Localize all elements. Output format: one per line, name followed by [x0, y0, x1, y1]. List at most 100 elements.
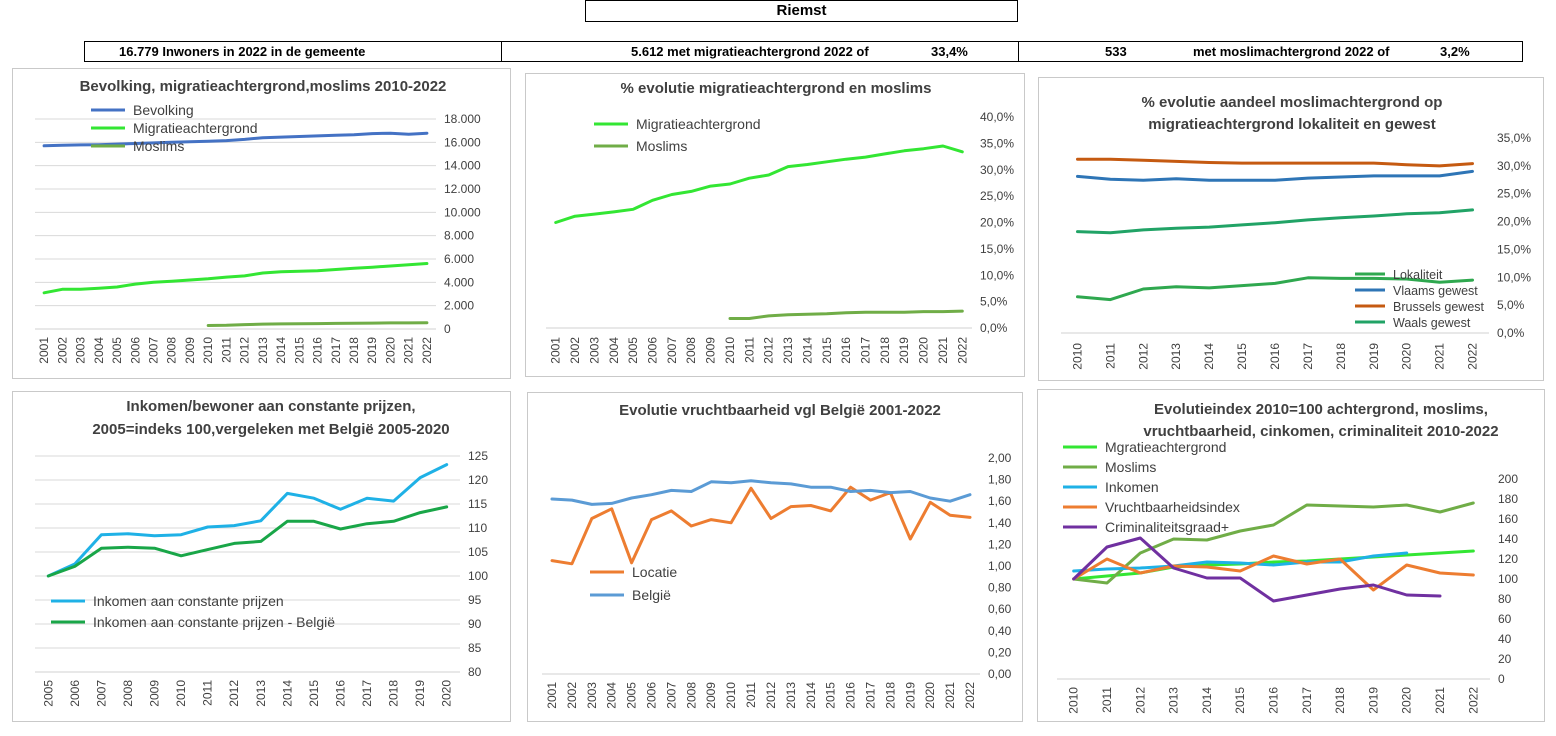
x-tick-label: 2018	[347, 337, 361, 364]
y-tick-label: 0,40	[988, 624, 1012, 638]
y-tick-label: 200	[1498, 472, 1518, 486]
y-tick-label: 60	[1498, 612, 1512, 626]
x-tick-label: 2017	[864, 682, 878, 709]
x-tick-label: 2013	[1169, 343, 1183, 370]
y-tick-label: 5,0%	[1497, 298, 1525, 312]
chart-title: % evolutie migratieachtergrond en moslim…	[621, 80, 932, 97]
y-tick-label: 25,0%	[980, 189, 1014, 203]
series-line-1	[550, 479, 972, 506]
x-tick-label: 2004	[605, 682, 619, 709]
x-tick-label: 2010	[724, 682, 738, 709]
y-tick-label: 30,0%	[980, 163, 1014, 177]
y-tick-label: 40,0%	[980, 110, 1014, 124]
x-tick-label: 2005	[625, 682, 639, 709]
x-tick-label: 2020	[917, 337, 931, 364]
x-tick-label: 2003	[587, 337, 601, 364]
chart-title: Evolutieindex 2010=100 achtergrond, mosl…	[1154, 401, 1488, 418]
y-tick-label: 0,20	[988, 645, 1012, 659]
x-tick-label: 2018	[1334, 343, 1348, 370]
x-tick-label: 2010	[723, 337, 737, 364]
y-tick-label: 160	[1498, 512, 1518, 526]
chart-svg-c2: % evolutie migratieachtergrond en moslim…	[546, 80, 1014, 364]
x-tick-label: 2020	[1400, 687, 1414, 714]
series-line-2	[1072, 551, 1409, 573]
x-tick-label: 2017	[1300, 687, 1314, 714]
x-tick-label: 2012	[1133, 687, 1147, 714]
legend-label: Brussels gewest	[1393, 300, 1485, 314]
x-tick-label: 2005	[110, 337, 124, 364]
x-tick-label: 2006	[646, 337, 660, 364]
y-tick-label: 2,00	[988, 451, 1012, 465]
x-tick-label: 2008	[684, 337, 698, 364]
stat-muslim-label: met moslimachtergrond 2022 of	[1193, 44, 1390, 59]
y-tick-label: 20,0%	[980, 216, 1014, 230]
x-tick-label: 2009	[148, 680, 162, 707]
y-tick-label: 4.000	[444, 275, 474, 289]
x-tick-label: 2021	[402, 337, 416, 364]
y-tick-label: 90	[468, 617, 482, 631]
legend-label: Inkomen aan constante prijzen	[93, 593, 284, 609]
x-tick-label: 2003	[74, 337, 88, 364]
legend-label: Inkomen aan constante prijzen - België	[93, 614, 335, 630]
x-tick-label: 2012	[762, 337, 776, 364]
y-tick-label: 105	[468, 545, 488, 559]
x-tick-label: 2019	[413, 680, 427, 707]
x-tick-label: 2022	[420, 337, 434, 364]
x-tick-label: 2011	[744, 682, 758, 708]
x-tick-label: 2011	[1103, 343, 1117, 369]
x-tick-label: 2016	[333, 680, 347, 707]
y-tick-label: 10,0%	[980, 268, 1014, 282]
x-tick-label: 2014	[1200, 687, 1214, 714]
x-tick-label: 2009	[704, 337, 718, 364]
stat-separator	[501, 42, 502, 61]
x-tick-label: 2014	[1202, 343, 1216, 370]
chart-svg-c4: Inkomen/bewoner aan constante prijzen, 20…	[35, 398, 488, 707]
y-tick-label: 80	[1498, 592, 1512, 606]
y-tick-label: 0,0%	[1497, 326, 1525, 340]
x-tick-label: 2008	[121, 680, 135, 707]
x-tick-label: 2004	[92, 337, 106, 364]
series-line-4	[1072, 536, 1442, 603]
y-tick-label: 85	[468, 641, 482, 655]
y-tick-label: 110	[468, 521, 487, 535]
chart-panel-migration-percent: % evolutie migratieachtergrond en moslim…	[525, 73, 1025, 377]
x-tick-label: 2001	[549, 337, 563, 364]
legend-label: Criminaliteitsgraad+	[1105, 519, 1229, 535]
x-tick-label: 2012	[238, 337, 252, 364]
y-tick-label: 18.000	[444, 112, 481, 126]
x-tick-label: 2020	[1400, 343, 1414, 370]
y-tick-label: 0,80	[988, 581, 1012, 595]
x-tick-label: 2016	[839, 337, 853, 364]
legend-label: Moslims	[636, 138, 687, 154]
x-tick-label: 2016	[311, 337, 325, 364]
x-tick-label: 2012	[227, 680, 241, 707]
chart-title: 2005=indeks 100,vergeleken met België 20…	[92, 421, 449, 438]
chart-title: vruchtbaarheid, cinkomen, criminaliteit …	[1143, 423, 1498, 440]
y-tick-label: 35,0%	[980, 136, 1014, 150]
x-tick-label: 2018	[883, 682, 897, 709]
y-tick-label: 1,80	[988, 473, 1012, 487]
chart-svg-c6: Evolutieindex 2010=100 achtergrond, mosl…	[1057, 401, 1518, 714]
x-tick-label: 2015	[1235, 343, 1249, 370]
x-tick-label: 2016	[844, 682, 858, 709]
x-tick-label: 2015	[1233, 687, 1247, 714]
x-tick-label: 2013	[256, 337, 270, 364]
x-tick-label: 2013	[1167, 687, 1181, 714]
x-tick-label: 2007	[146, 337, 160, 364]
x-tick-label: 2010	[174, 680, 188, 707]
y-tick-label: 15,0%	[1497, 242, 1531, 256]
x-tick-label: 2002	[565, 682, 579, 709]
y-tick-label: 1,00	[988, 559, 1012, 573]
y-tick-label: 16.000	[444, 135, 481, 149]
y-tick-label: 0,00	[988, 667, 1012, 681]
y-tick-label: 25,0%	[1497, 187, 1531, 201]
series-line-1	[728, 309, 964, 320]
x-tick-label: 2016	[1267, 687, 1281, 714]
legend-label: Moslims	[133, 138, 184, 154]
x-tick-label: 2009	[704, 682, 718, 709]
x-tick-label: 2011	[1100, 687, 1114, 713]
x-tick-label: 2006	[128, 337, 142, 364]
chart-title: Bevolking, migratieachtergrond,moslims 2…	[80, 78, 447, 95]
stat-separator	[1018, 42, 1019, 61]
x-tick-label: 2021	[943, 682, 957, 709]
